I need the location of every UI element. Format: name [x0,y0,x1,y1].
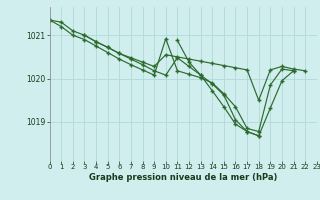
X-axis label: Graphe pression niveau de la mer (hPa): Graphe pression niveau de la mer (hPa) [89,173,277,182]
